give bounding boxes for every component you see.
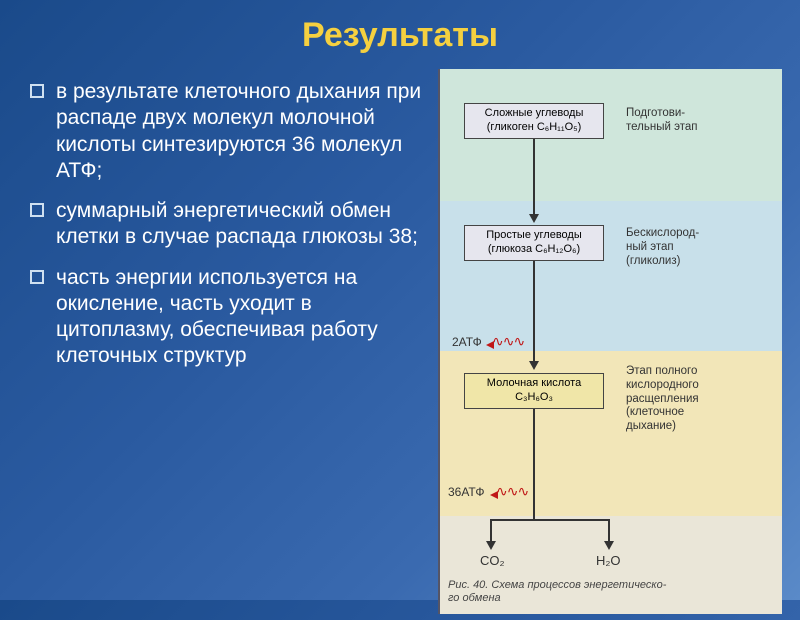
band-glycolysis	[440, 201, 782, 351]
bullet-text: в результате клеточного дыхания при расп…	[56, 79, 422, 184]
box-simple-carbs: Простые углеводы (глюкоза C₆H₁₂O₆)	[464, 225, 604, 261]
arrow-shaft	[533, 409, 535, 499]
arrow-left-icon	[486, 341, 494, 349]
slide-root: Результаты в результате клеточного дыхан…	[0, 0, 800, 600]
arrow-down-icon	[529, 361, 539, 370]
box-line: (глюкоза C₆H₁₂O₆)	[469, 243, 599, 257]
flowchart: Сложные углеводы (гликоген C₆H₁₁O₅) Подг…	[438, 69, 782, 614]
split-bar	[490, 519, 610, 521]
box-line: C₃H₆O₃	[469, 391, 599, 405]
product-h2o: H₂O	[596, 553, 621, 568]
arrow-shaft	[533, 261, 535, 361]
product-co2: CO₂	[480, 553, 505, 568]
box-line: Простые углеводы	[469, 229, 599, 243]
split-left	[490, 519, 492, 541]
arrow-left-icon	[490, 491, 498, 499]
arrow-down-icon	[486, 541, 496, 550]
energy-wave-icon: ∿∿∿	[496, 483, 528, 500]
box-line: Сложные углеводы	[469, 107, 599, 121]
bullet-text: часть энергии используется на окисление,…	[56, 265, 422, 370]
page-title: Результаты	[0, 0, 800, 63]
bullet-icon	[30, 270, 44, 284]
energy-wave-icon: ∿∿∿	[492, 333, 524, 350]
diagram-panel: Сложные углеводы (гликоген C₆H₁₁O₅) Подг…	[432, 63, 800, 620]
label-stage3: Этап полного кислородного расщепления (к…	[626, 365, 699, 434]
list-item: часть энергии используется на окисление,…	[30, 265, 422, 370]
box-lactic-acid: Молочная кислота C₃H₆O₃	[464, 373, 604, 409]
label-stage2: Бескислород- ный этап (гликолиз)	[626, 227, 699, 268]
box-line: (гликоген C₆H₁₁O₅)	[469, 121, 599, 135]
split-stem	[533, 499, 535, 519]
atp-label-36: 36АТФ	[448, 485, 484, 499]
arrow-down-icon	[604, 541, 614, 550]
bullet-icon	[30, 84, 44, 98]
arrow-down-icon	[529, 214, 539, 223]
bullet-text: суммарный энергетический обмен клетки в …	[56, 198, 422, 251]
split-right	[608, 519, 610, 541]
content-row: в результате клеточного дыхания при расп…	[0, 63, 800, 620]
bullet-list: в результате клеточного дыхания при расп…	[0, 63, 432, 620]
list-item: в результате клеточного дыхания при расп…	[30, 79, 422, 184]
figure-caption: Рис. 40. Схема процессов энергетическо- …	[448, 579, 774, 605]
list-item: суммарный энергетический обмен клетки в …	[30, 198, 422, 251]
label-stage1: Подготови- тельный этап	[626, 107, 697, 135]
atp-label-2: 2АТФ	[452, 335, 482, 349]
box-complex-carbs: Сложные углеводы (гликоген C₆H₁₁O₅)	[464, 103, 604, 139]
arrow-shaft	[533, 139, 535, 214]
bullet-icon	[30, 203, 44, 217]
box-line: Молочная кислота	[469, 377, 599, 391]
